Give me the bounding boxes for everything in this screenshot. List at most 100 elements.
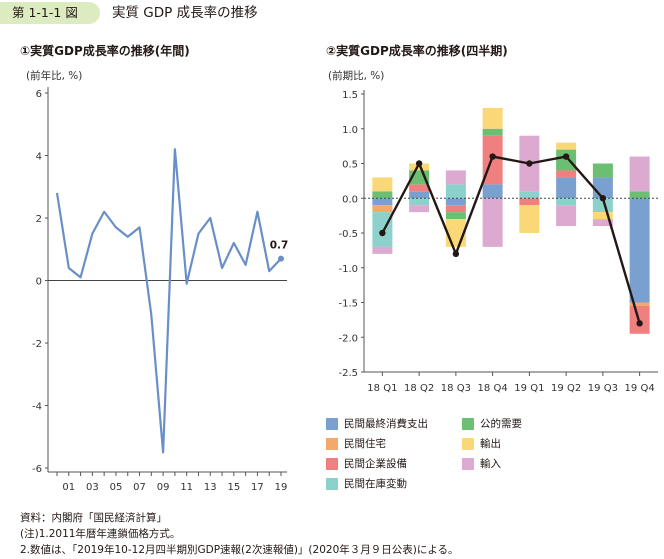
chart2-bar-segment: [519, 191, 540, 199]
chart2-bar-segment: [409, 205, 430, 213]
chart2-y-tick-label: -0.5: [338, 229, 358, 240]
chart2-bar-segment: [556, 205, 577, 227]
chart2-title: ②実質GDP成長率の推移(四半期): [326, 44, 508, 58]
chart2-gdp-growth-point: [452, 250, 460, 258]
legend-label: 輸出: [480, 438, 501, 450]
chart2-bar-segment: [592, 212, 613, 220]
chart2-y-tick-label: 1.5: [342, 90, 358, 101]
legend-swatch: [462, 438, 474, 450]
chart1-y-tick-label: 6: [36, 89, 42, 100]
figure-number-badge: 第 1-1-1 図: [0, 2, 100, 24]
chart2-bar-segment: [629, 156, 650, 192]
legend-label: 民間在庫変動: [344, 478, 407, 490]
chart2-bar-segment: [556, 142, 577, 150]
chart1-x-tick-label: 05: [110, 482, 123, 493]
chart1-y-tick-label: -4: [32, 402, 42, 413]
chart2-x-tick-label: 18 Q4: [478, 383, 508, 394]
chart1-x-tick-label: 03: [86, 482, 99, 493]
chart2-bar-segment: [482, 184, 503, 199]
source-notes: 資料：内閣府「国民経済計算」 (注)1.2011年暦年連鎖価格方式。 2.数値は…: [20, 510, 459, 558]
chart1-x-tick-label: 19: [275, 482, 288, 493]
chart2-gdp-growth-point: [599, 195, 607, 202]
legend-swatch: [462, 418, 474, 430]
chart2-gdp-growth-line: [381, 155, 641, 324]
chart1-x-tick-label: 01: [62, 482, 75, 493]
chart1-x-tick-label: 09: [157, 482, 170, 493]
legend-item: 民間企業設備: [326, 458, 407, 470]
legend-label: 公的需要: [480, 418, 522, 430]
chart2-bar-segment: [519, 205, 540, 233]
chart2-bar-segment: [592, 219, 613, 227]
legend-label: 民間住宅: [344, 438, 386, 450]
figure-title: 実質 GDP 成長率の推移: [112, 5, 258, 21]
chart2-y-tick-label: -1.5: [338, 299, 358, 310]
chart2-bar-segment: [482, 107, 503, 129]
chart2-bar-segment: [519, 198, 540, 206]
chart2-unit-label: (前期比, %): [328, 70, 385, 82]
chart2-bar-segment: [372, 177, 393, 192]
chart2-y-tick-label: -1.0: [338, 264, 358, 275]
chart2-bar-segment: [556, 170, 577, 178]
chart2-x-tick-label: 19 Q4: [625, 383, 655, 394]
chart2-x-tick-label: 18 Q1: [367, 383, 397, 394]
chart2-bar-segment: [445, 212, 466, 220]
legend-item: 輸入: [462, 458, 501, 470]
chart2-bar-segment: [372, 191, 393, 199]
chart1-growth-line: [55, 148, 282, 454]
chart2-bar-segment: [629, 191, 650, 199]
chart2-bar-segment: [592, 163, 613, 178]
chart2-bar-segment: [592, 198, 613, 213]
chart2-bar-segment: [409, 163, 430, 171]
chart2-gdp-growth-point: [379, 229, 386, 237]
chart2-x-tick-label: 19 Q3: [588, 383, 618, 394]
chart2-gdp-growth-point: [636, 320, 643, 327]
legend-label: 民間最終消費支出: [344, 418, 428, 430]
chart2-bar-segment: [372, 198, 393, 206]
legend-item: 民間住宅: [326, 438, 386, 450]
chart1-x-tick-label: 17: [251, 482, 264, 493]
legend-label: 民間企業設備: [344, 458, 407, 470]
chart1-data-point: [278, 255, 284, 262]
chart2-y-tick-label: -2.0: [338, 333, 358, 344]
chart2-y-tick-label: -2.5: [338, 368, 358, 379]
chart1-y-tick-label: 0: [36, 277, 42, 288]
chart2-bar-segment: [372, 246, 393, 254]
chart1-y-tick-label: -6: [32, 464, 42, 475]
chart1-y-tick-label: -2: [32, 339, 42, 350]
chart1-x-tick-label: 13: [204, 482, 217, 493]
chart2-y-tick-label: 0.5: [342, 160, 358, 171]
chart2-gdp-growth-point: [489, 153, 496, 160]
legend-swatch: [326, 418, 338, 430]
chart2-bar-segment: [372, 212, 393, 247]
chart2-bar-segment: [482, 198, 503, 247]
chart2-gdp-growth-point: [562, 153, 570, 160]
note-2: 2.数値は、「2019年10-12月四半期別GDP速報(2次速報値)」(2020…: [20, 544, 459, 556]
legend-label: 輸入: [480, 458, 501, 470]
note-1: (注)1.2011年暦年連鎖価格方式。: [20, 528, 181, 540]
legend-item: 輸出: [462, 438, 501, 450]
chart2-bar-segment: [556, 149, 577, 171]
chart2-bar-segment: [372, 205, 393, 213]
chart2-x-tick-label: 18 Q3: [441, 383, 471, 394]
chart2-gdp-growth-point: [415, 160, 423, 167]
chart1-title: ①実質GDP成長率の推移(年間): [20, 44, 190, 58]
chart2-bar-segment: [445, 184, 466, 199]
legend-swatch: [326, 478, 338, 490]
chart1-x-tick-label: 07: [133, 482, 146, 493]
chart1-y-tick-label: 4: [36, 152, 42, 163]
chart2-bar-segment: [556, 177, 577, 199]
chart2-bar-segment: [445, 170, 466, 185]
chart2-bar-segment: [482, 128, 503, 136]
chart2-y-tick-label: 0.0: [342, 194, 358, 205]
chart1-last-value-label: 0.7: [270, 240, 289, 252]
chart2-bar-segment: [556, 198, 577, 206]
legend-swatch: [326, 438, 338, 450]
note-source: 資料：内閣府「国民経済計算」: [20, 512, 167, 524]
chart1-y-tick-label: 2: [36, 214, 42, 225]
chart2-x-tick-label: 19 Q2: [551, 383, 581, 394]
chart1-unit-label: (前年比, %): [26, 70, 83, 82]
chart2-bar-segment: [445, 205, 466, 213]
chart2-bar-segment: [445, 198, 466, 206]
chart1-x-tick-label: 11: [180, 482, 193, 493]
